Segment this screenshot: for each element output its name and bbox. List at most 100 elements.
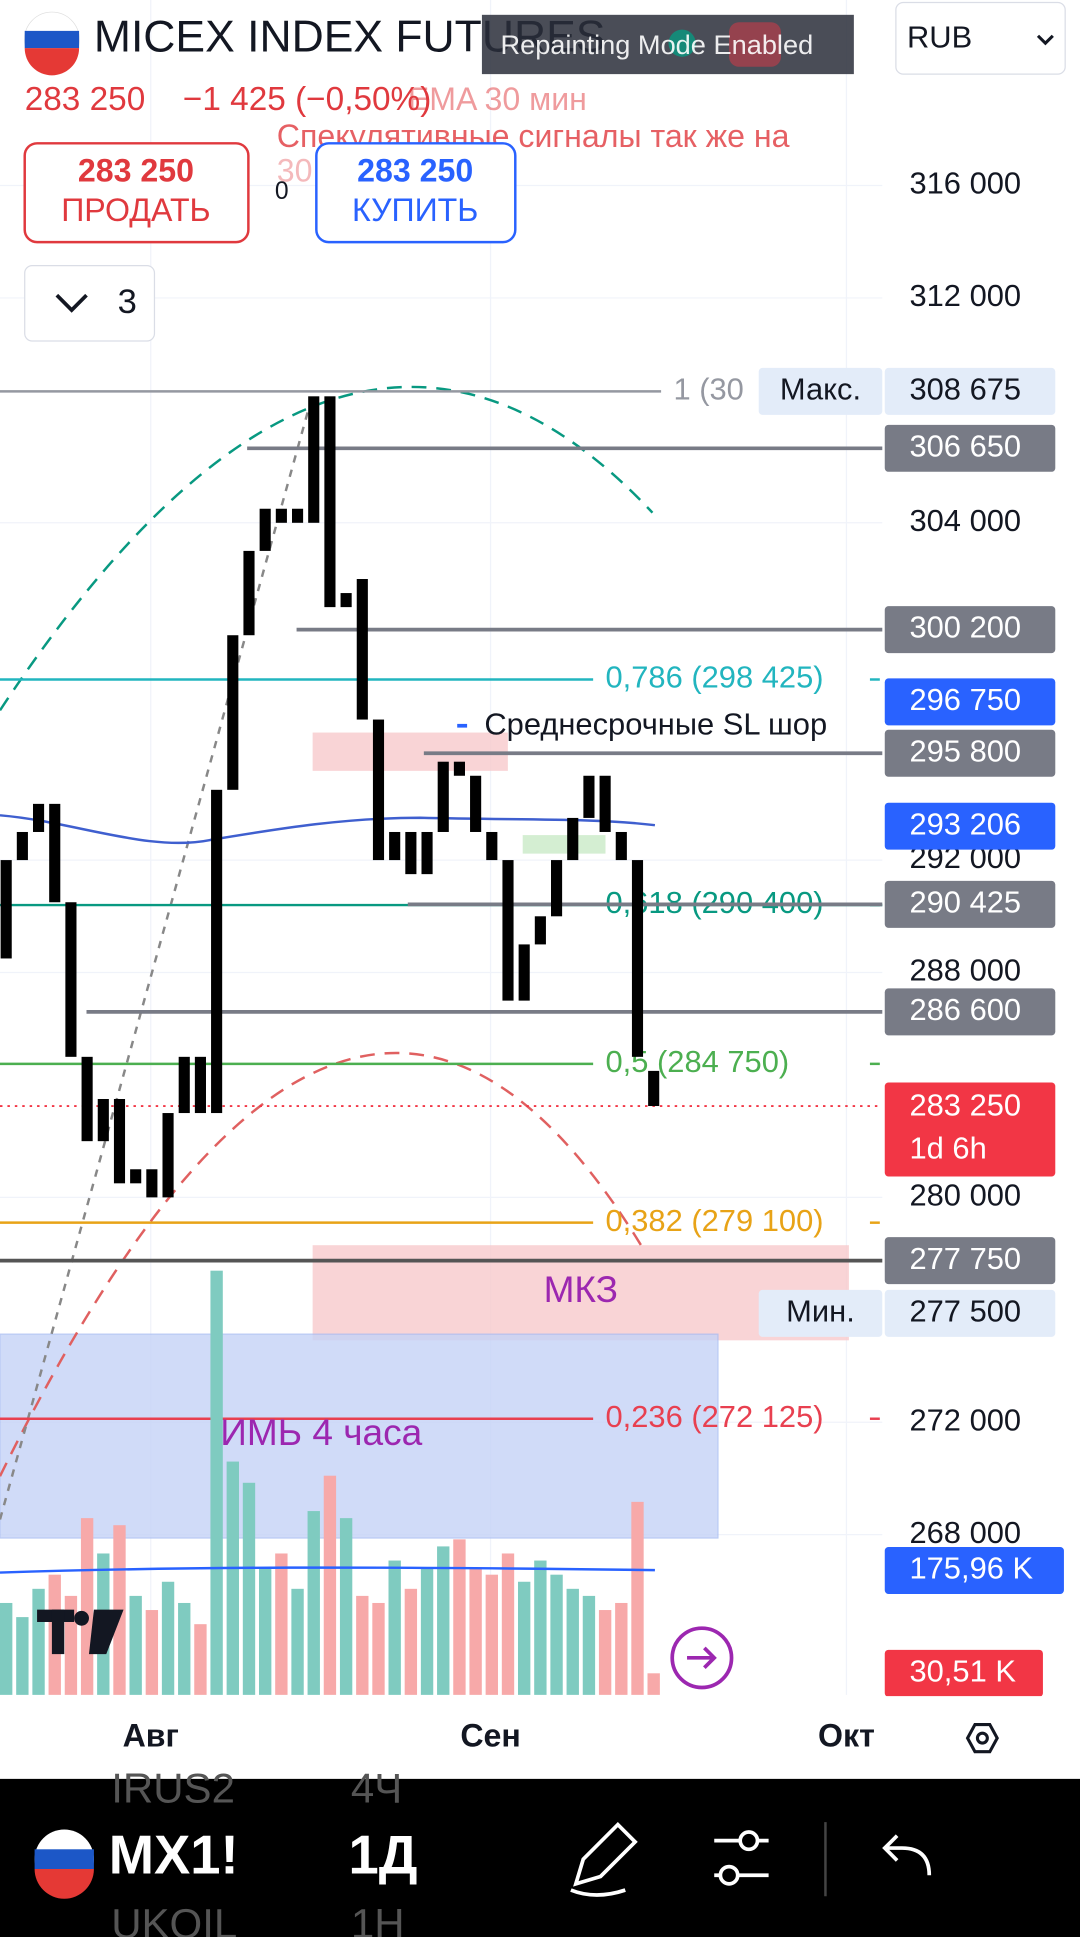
candle-body <box>227 635 239 790</box>
volume-bar <box>566 1588 579 1695</box>
candle-body <box>211 789 223 1114</box>
price-tag-label: 300 200 <box>909 610 1021 645</box>
undo-icon[interactable] <box>882 1834 932 1876</box>
volume-bar <box>647 1673 660 1695</box>
y-tick-label: 272 000 <box>909 1402 1021 1437</box>
y-tick-label: 288 000 <box>909 953 1021 988</box>
price-tag-name-bg <box>758 1289 883 1337</box>
volume-bar <box>194 1624 207 1695</box>
currency-select[interactable] <box>895 1 1066 75</box>
zone-label: ИМЬ 4 часа <box>220 1411 422 1453</box>
flag-blue <box>24 30 80 49</box>
candle-body <box>243 550 255 636</box>
price-tag-name: Мин. <box>786 1294 855 1329</box>
volume-tag <box>884 1649 1043 1697</box>
price-tag-label: 293 206 <box>909 806 1021 841</box>
sell-button[interactable] <box>23 142 250 244</box>
settings-icon[interactable] <box>965 1722 999 1754</box>
fib-label: 1 (30 <box>673 372 743 407</box>
candle-body <box>113 1098 126 1184</box>
zone-label: МКЗ <box>544 1268 618 1310</box>
arc-drawing <box>0 385 654 711</box>
flag-red <box>24 48 80 76</box>
ema-line <box>0 814 656 845</box>
volume-bar <box>307 1511 320 1695</box>
price-tag <box>884 606 1056 654</box>
volume-bar <box>129 1595 142 1695</box>
candle-body <box>356 579 368 720</box>
flag-red <box>34 1869 94 1899</box>
price-tag <box>884 729 1056 777</box>
draw-icon[interactable] <box>570 1821 638 1897</box>
zone <box>0 1333 719 1539</box>
price-tag-label: 286 600 <box>909 992 1021 1027</box>
price-tag <box>884 1237 1056 1285</box>
slider-knob <box>738 1830 760 1852</box>
price-tag-label: 277 750 <box>909 1241 1021 1276</box>
prev-interval: 4Ч <box>351 1764 402 1811</box>
interval[interactable]: 1Д <box>348 1825 417 1886</box>
volume-bar <box>615 1602 628 1695</box>
candle-body <box>518 944 530 1001</box>
x-tick-label: Сен <box>460 1718 520 1754</box>
price-tag-name: Макс. <box>780 372 861 407</box>
price-tag-label: 290 425 <box>909 885 1021 920</box>
candle-body <box>470 775 482 832</box>
candle-body <box>437 761 449 832</box>
volume-bar <box>0 1602 13 1695</box>
candle-body <box>534 916 546 945</box>
candle-body <box>550 860 563 917</box>
bottom-bar: IRUS2 4Ч UKOIL 1H MX1! 1Д <box>0 1764 1080 1937</box>
fib-label: 0,236 (272 125) <box>605 1399 823 1434</box>
volume-bar <box>291 1588 304 1695</box>
candle-body <box>405 831 417 875</box>
candle-body <box>0 860 12 959</box>
candle-body <box>291 508 304 523</box>
buy-button[interactable] <box>315 142 517 244</box>
volume-bar <box>550 1574 563 1695</box>
settings-icon-center <box>975 1731 989 1745</box>
indicators-toggle[interactable] <box>24 264 156 342</box>
time-axis-labels: Авг Сен Окт <box>123 1718 875 1754</box>
sell-label: ПРОДАТЬ <box>61 192 210 228</box>
indicator-count: 3 <box>118 283 137 321</box>
candle-body <box>599 775 611 832</box>
volume-bar <box>598 1610 612 1695</box>
candle-body <box>615 831 627 861</box>
price-tag <box>884 988 1056 1036</box>
time-axis <box>0 1696 1080 1779</box>
candle-body <box>275 508 287 523</box>
price-tag-name-bg <box>758 367 883 415</box>
buy-label: КУПИТЬ <box>352 192 478 228</box>
volume-bar <box>323 1475 337 1695</box>
volume-tag-label: 30,51 K <box>909 1653 1016 1688</box>
price-tag <box>884 1289 1056 1337</box>
candle-body <box>421 831 433 875</box>
price-tag-label: 296 750 <box>909 682 1021 717</box>
volume-bar <box>145 1610 159 1695</box>
logo-part <box>74 1610 89 1626</box>
fib-label: 0,382 (279 100) <box>605 1203 823 1238</box>
fib-label: 0,786 (298 425) <box>605 660 823 695</box>
flag-blue <box>34 1849 94 1870</box>
volume-bar <box>16 1617 29 1695</box>
candle-body <box>389 831 401 861</box>
y-tick-label: 268 000 <box>909 1515 1021 1550</box>
volume-bar <box>161 1581 175 1695</box>
y-tick-label: 316 000 <box>909 166 1021 201</box>
y-tick-label: 280 000 <box>909 1178 1021 1213</box>
x-tick-label: Окт <box>818 1718 875 1754</box>
badge-bg <box>481 14 854 75</box>
price-tag <box>884 367 1056 415</box>
volume-bar <box>372 1602 385 1695</box>
volume-tag-label: 175,96 K <box>909 1551 1033 1586</box>
volume-bar <box>485 1574 498 1695</box>
candle-body <box>259 508 271 551</box>
volume-bar <box>339 1518 353 1695</box>
candle-body <box>178 1056 190 1114</box>
quote: 283 250 <box>25 81 146 118</box>
prev-symbol: IRUS2 <box>111 1764 235 1811</box>
symbol[interactable]: MX1! <box>109 1825 239 1886</box>
candle-body <box>97 1098 109 1142</box>
